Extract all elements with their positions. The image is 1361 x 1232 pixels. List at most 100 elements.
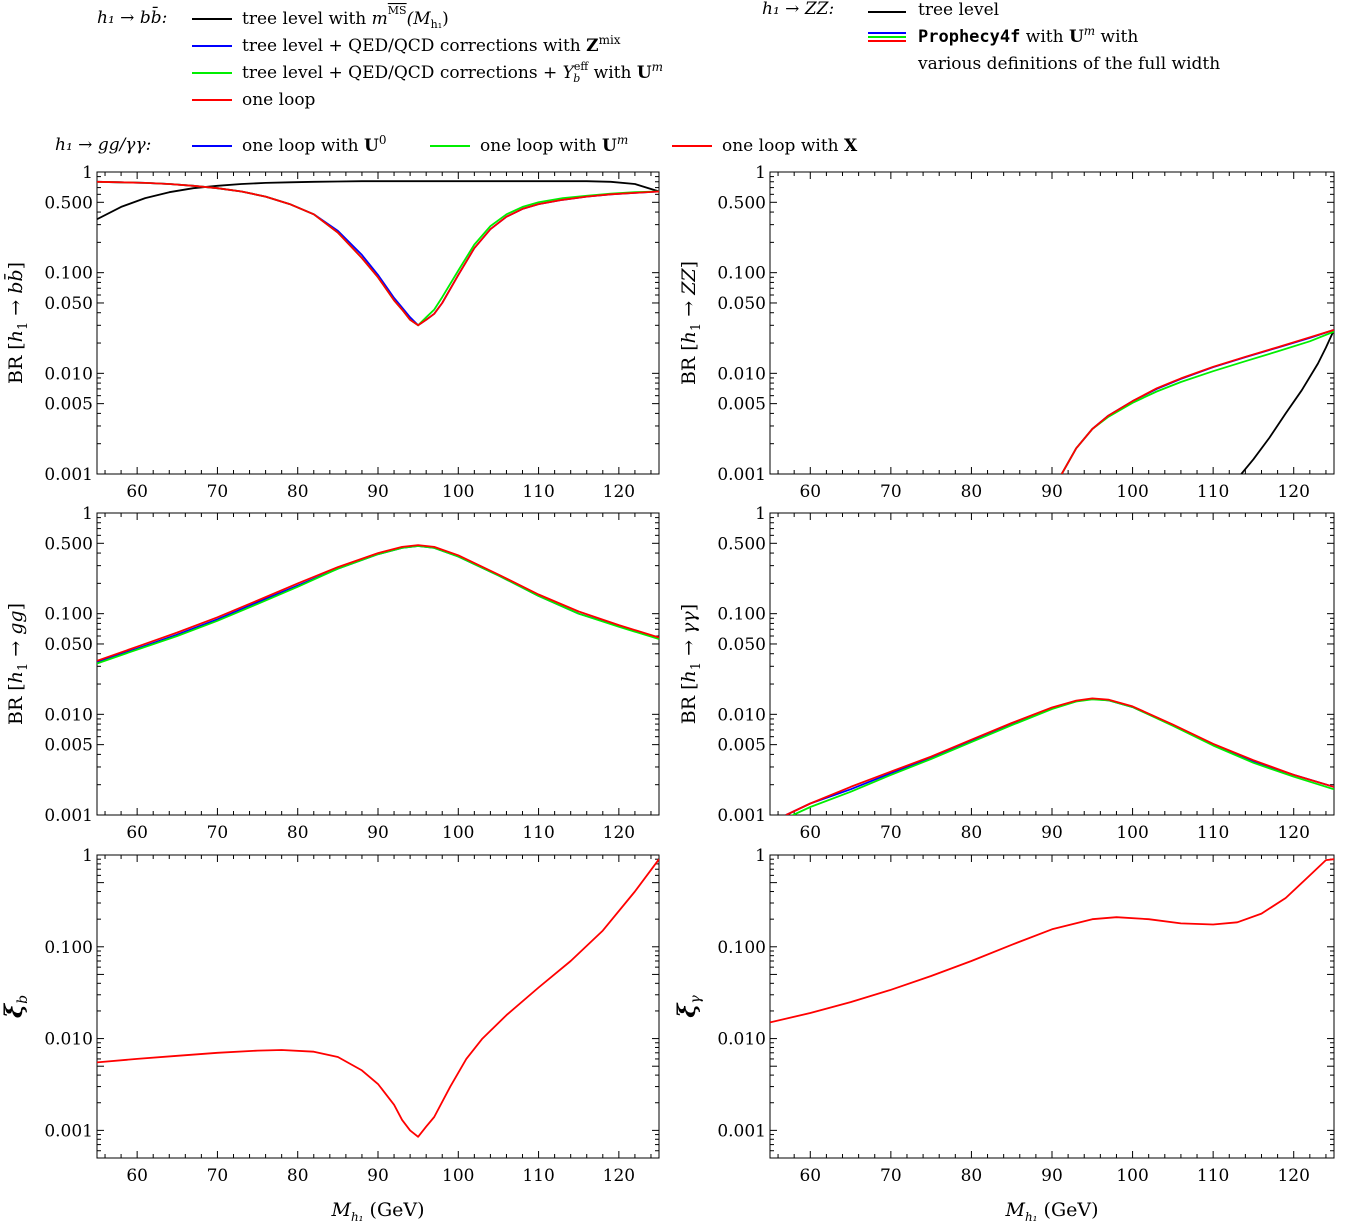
series-group-zz: [1060, 329, 1334, 474]
x-tick-label-gg: 70: [207, 823, 229, 843]
x-tick-label-gg: 110: [522, 823, 554, 843]
series-line-bb-2: [97, 180, 659, 327]
x-tick-label-xia: 100: [1116, 1166, 1148, 1186]
series-line-xia-0: [770, 858, 1334, 1024]
x-tick-label-aa: 90: [1041, 823, 1063, 843]
legend-gg-process: h₁ → gg/γγ:: [55, 135, 151, 155]
x-tick-label-zz: 100: [1116, 482, 1148, 502]
y-tick-label-zz: 1: [755, 163, 766, 183]
panel-bb: 60 70 80 90 100 110 120 1 0.500 0.100 0.050 0.010 0.…: [3, 163, 660, 502]
x-tick-label-xia: 120: [1277, 1166, 1309, 1186]
x-tick-label-bb: 120: [603, 482, 635, 502]
x-tick-label-bb: 80: [287, 482, 309, 502]
series-line-gg-1: [97, 545, 659, 665]
x-tick-label-zz: 90: [1041, 482, 1063, 502]
x-tick-label-zz: 120: [1277, 482, 1309, 502]
series-group-bb: [97, 180, 659, 327]
y-tick-label-gg: 0.050: [44, 635, 93, 655]
series-line-zz-3: [1060, 329, 1334, 474]
x-tick-label-aa: 60: [799, 823, 821, 843]
x-tick-label-xib: 110: [522, 1166, 554, 1186]
x-tick-label-xia: 60: [799, 1166, 821, 1186]
x-tick-label-aa: 70: [880, 823, 902, 843]
x-tick-label-aa: 80: [961, 823, 983, 843]
y-axis-label-bb: BR [h1 → bb̄]: [3, 262, 31, 384]
legend-bb-entry-yeff: tree level + QED/QCD corrections + Yeff b…: [242, 60, 663, 85]
y-tick-label-zz: 0.050: [717, 294, 766, 314]
legend-zz-entry-prophecy: Prophecy4f with Um with: [918, 24, 1138, 47]
y-tick-label-xia: 0.100: [717, 938, 766, 958]
panel-gg: 60 70 80 90 100 110 120 1 0.500 0.100 0.050 0.010 0.…: [5, 504, 660, 843]
y-tick-label-xib: 0.100: [44, 938, 93, 958]
legend-gg-entry-u0: one loop with U0: [242, 133, 386, 156]
x-axis-label-xib: Mh₁ (GeV): [330, 1199, 424, 1224]
x-tick-label-gg: 100: [442, 823, 474, 843]
series-line-xib-0: [97, 858, 659, 1138]
y-tick-label-zz: 0.001: [717, 465, 766, 485]
legend-bb-entry-zmix: tree level + QED/QCD corrections with Zm…: [242, 33, 621, 56]
legend-bb-process: h₁ → bb̄:: [97, 5, 167, 28]
y-tick-label-gg: 1: [82, 504, 93, 524]
series-line-aa-0: [785, 698, 1334, 815]
x-tick-label-gg: 90: [367, 823, 389, 843]
x-tick-label-xib: 120: [603, 1166, 635, 1186]
x-tick-label-bb: 60: [126, 482, 148, 502]
y-tick-label-aa: 0.500: [717, 534, 766, 554]
legend-zz-process: h₁ → ZZ:: [762, 0, 834, 19]
y-tick-label-zz: 0.100: [717, 264, 766, 284]
legend-zz-entry-widths: various definitions of the full width: [917, 54, 1220, 74]
series-group-gg: [97, 544, 659, 665]
x-tick-label-xia: 110: [1197, 1166, 1229, 1186]
panel-xib: 60 70 80 90 100 110 120 1 0.100 0.010 0.001 ξb Mh₁ (…: [0, 846, 660, 1224]
panel-aa: 60 70 80 90 100 110 120 1 0.500 0.100 0.050 0.010 0.…: [678, 504, 1335, 843]
x-tick-label-zz: 60: [799, 482, 821, 502]
panels: 60 70 80 90 100 110 120 1 0.500 0.100 0.050 0.010 0.…: [0, 163, 1335, 1224]
y-tick-label-xib: 0.010: [44, 1030, 93, 1050]
legend-gg-entry-x: one loop with X: [722, 136, 858, 156]
x-tick-label-xia: 90: [1041, 1166, 1063, 1186]
series-line-zz-0: [1240, 329, 1334, 474]
x-axis-label-xia: Mh₁ (GeV): [1004, 1199, 1098, 1224]
y-tick-label-xia: 1: [755, 846, 766, 866]
x-tick-label-bb: 100: [442, 482, 474, 502]
series-line-gg-2: [97, 544, 659, 662]
legend-bb: h₁ → bb̄: tree level with mMS(Mh₁) tree …: [97, 4, 663, 110]
series-line-bb-3: [97, 180, 659, 327]
y-tick-label-bb: 0.100: [44, 264, 93, 284]
x-tick-label-aa: 100: [1116, 823, 1148, 843]
y-axis-label-gg: BR [h1 → gg]: [5, 603, 31, 725]
y-tick-label-aa: 0.010: [717, 705, 766, 725]
legend-bb-entry-oneloop: one loop: [242, 90, 316, 110]
panel-xia: 60 70 80 90 100 110 120 1 0.100 0.010 0.001 ξγ Mh₁ (…: [672, 846, 1335, 1224]
series-line-gg-0: [97, 545, 659, 663]
y-tick-label-gg: 0.001: [44, 806, 93, 826]
series-line-bb-1: [97, 180, 659, 327]
y-tick-label-xia: 0.010: [717, 1030, 766, 1050]
y-tick-label-gg: 0.100: [44, 605, 93, 625]
y-tick-label-bb: 0.005: [44, 395, 93, 415]
y-tick-label-gg: 0.500: [44, 534, 93, 554]
y-tick-label-gg: 0.010: [44, 705, 93, 725]
y-tick-label-zz: 0.500: [717, 193, 766, 213]
x-tick-label-gg: 60: [126, 823, 148, 843]
x-tick-label-xib: 70: [207, 1166, 229, 1186]
series-group-xib: [97, 858, 659, 1138]
legend-bb-entry-tree: tree level with mMS(Mh₁): [242, 4, 449, 31]
y-tick-label-bb: 0.010: [44, 364, 93, 384]
y-tick-label-aa: 1: [755, 504, 766, 524]
x-tick-label-aa: 120: [1277, 823, 1309, 843]
plot-frame-xib: [96, 854, 660, 1159]
x-tick-label-xia: 80: [961, 1166, 983, 1186]
y-axis-label-xib: ξb: [0, 995, 31, 1018]
x-tick-label-bb: 110: [522, 482, 554, 502]
x-tick-label-zz: 70: [880, 482, 902, 502]
x-tick-label-gg: 120: [603, 823, 635, 843]
series-group-aa: [785, 697, 1334, 815]
y-tick-label-xib: 1: [82, 846, 93, 866]
plot-frame-xia: [769, 854, 1335, 1159]
y-tick-label-gg: 0.005: [44, 736, 93, 756]
x-tick-label-xia: 70: [880, 1166, 902, 1186]
x-tick-label-zz: 80: [961, 482, 983, 502]
y-tick-label-zz: 0.005: [717, 395, 766, 415]
